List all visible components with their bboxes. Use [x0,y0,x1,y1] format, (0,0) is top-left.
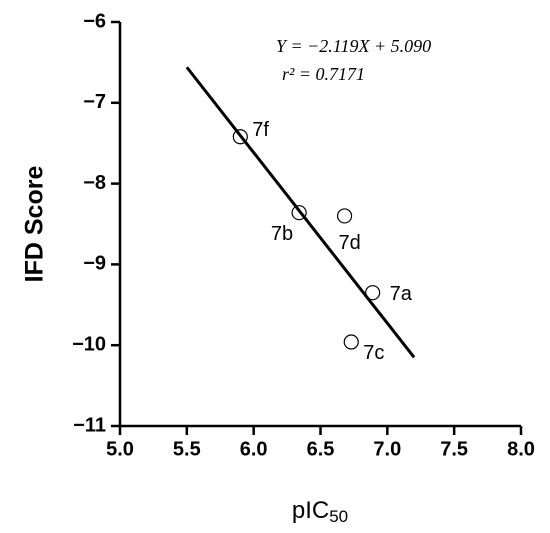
point-label: 7c [363,342,384,364]
y-tick-label: −6 [83,10,106,32]
y-axis-label: IFD Score [21,166,49,283]
x-tick-label: 5.5 [173,438,201,460]
point [232,129,248,145]
y-tick-label: −8 [83,172,106,194]
equation: Y = −2.119X + 5.090 [276,36,431,56]
point [365,285,381,301]
x-axis-label: pIC50 [292,497,348,526]
x-tick-label: 8.0 [507,438,535,460]
fit-line [185,66,416,359]
point-label: 7f [252,119,269,141]
x-label-sub: 50 [329,507,348,526]
point [336,208,353,224]
x-tick-label: 7.0 [373,438,401,460]
point-label: 7a [390,283,413,305]
y-tick-label: −9 [83,253,106,275]
point-label: 7b [271,223,293,245]
y-tick-label: −11 [73,414,106,436]
x-tick-label: 6.0 [240,438,268,460]
x-tick-label: 5.0 [106,438,134,460]
x-tick-label: 7.5 [440,438,468,460]
x-tick-label: 6.5 [307,438,335,460]
x-label-main: pIC [292,497,329,524]
y-tick-label: −7 [83,91,106,113]
point [343,334,359,350]
r-squared: r² = 0.7171 [282,64,365,84]
y-tick-label: −10 [72,333,106,355]
point [291,205,307,221]
point-label: 7d [339,232,361,254]
